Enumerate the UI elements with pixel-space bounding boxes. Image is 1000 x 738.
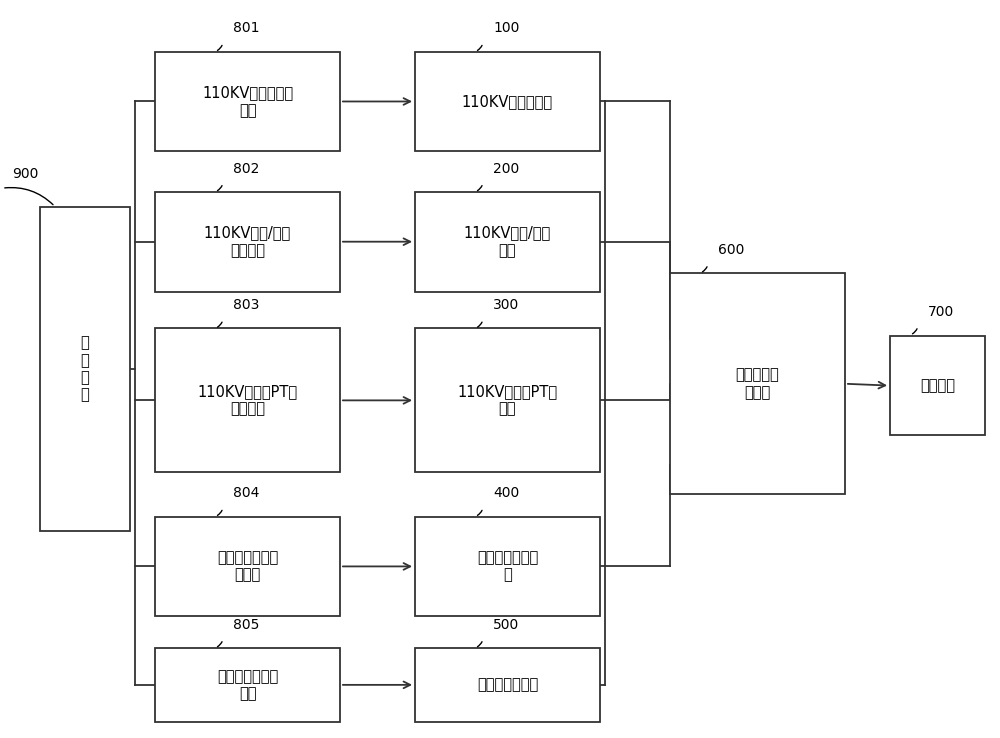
Bar	[890, 336, 985, 435]
Text: 主变高压侧智能
控制柜: 主变高压侧智能 控制柜	[217, 551, 278, 582]
Text: 805: 805	[233, 618, 259, 632]
Text: 110KV设备区PT配
线箱: 110KV设备区PT配 线箱	[457, 384, 558, 416]
Bar	[415, 328, 600, 472]
Bar	[415, 517, 600, 616]
Text: 110KV线路配线箱: 110KV线路配线箱	[462, 94, 553, 109]
Bar	[155, 192, 340, 292]
Text: 主变本体智能控
制柜: 主变本体智能控 制柜	[217, 669, 278, 701]
Text: 900: 900	[12, 167, 38, 181]
Text: 803: 803	[233, 298, 259, 312]
Bar	[415, 52, 600, 151]
Text: 700: 700	[928, 305, 954, 319]
Bar	[155, 517, 340, 616]
Text: 预制舱集中
接线柜: 预制舱集中 接线柜	[736, 368, 779, 400]
Text: 200: 200	[493, 162, 519, 176]
Text: 100: 100	[493, 21, 519, 35]
Text: 主
变
压
器: 主 变 压 器	[81, 335, 89, 403]
Text: 804: 804	[233, 486, 259, 500]
Text: 110KV分段/桥配
线箱: 110KV分段/桥配 线箱	[464, 226, 551, 258]
Text: 400: 400	[493, 486, 519, 500]
Text: 802: 802	[233, 162, 259, 176]
Text: 主变本体配线箱: 主变本体配线箱	[477, 677, 538, 692]
Text: 300: 300	[493, 298, 519, 312]
Bar	[40, 207, 130, 531]
Text: 110KV线路智能控
制柜: 110KV线路智能控 制柜	[202, 86, 293, 117]
Bar	[155, 328, 340, 472]
Bar	[415, 192, 600, 292]
Bar	[670, 273, 845, 494]
Text: 801: 801	[233, 21, 260, 35]
Bar	[415, 648, 600, 722]
Bar	[155, 648, 340, 722]
Bar	[155, 52, 340, 151]
Text: 主变高压侧配线
箱: 主变高压侧配线 箱	[477, 551, 538, 582]
Text: 600: 600	[718, 243, 744, 257]
Text: 500: 500	[493, 618, 519, 632]
Text: 110KV设备区PT智
能控制柜: 110KV设备区PT智 能控制柜	[197, 384, 298, 416]
Text: 二次设备: 二次设备	[920, 378, 955, 393]
Text: 110KV分段/桥智
能控制柜: 110KV分段/桥智 能控制柜	[204, 226, 291, 258]
